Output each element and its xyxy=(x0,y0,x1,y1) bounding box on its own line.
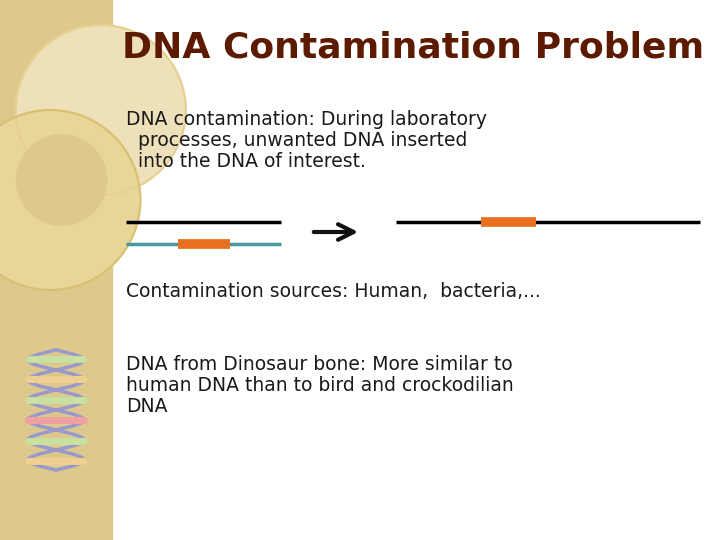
Text: DNA Contamination Problem: DNA Contamination Problem xyxy=(122,30,704,64)
Circle shape xyxy=(16,25,186,195)
Text: DNA contamination: During laboratory: DNA contamination: During laboratory xyxy=(126,110,487,129)
Circle shape xyxy=(17,135,107,225)
Text: DNA from Dinosaur bone: More similar to: DNA from Dinosaur bone: More similar to xyxy=(126,355,513,374)
Text: human DNA than to bird and crockodilian: human DNA than to bird and crockodilian xyxy=(126,376,514,395)
Bar xyxy=(0,0,112,540)
Text: processes, unwanted DNA inserted: processes, unwanted DNA inserted xyxy=(126,131,467,150)
Text: Contamination sources: Human,  bacteria,...: Contamination sources: Human, bacteria,.… xyxy=(126,282,541,301)
Text: DNA: DNA xyxy=(126,397,168,416)
Circle shape xyxy=(0,110,140,290)
Text: into the DNA of interest.: into the DNA of interest. xyxy=(126,152,366,171)
